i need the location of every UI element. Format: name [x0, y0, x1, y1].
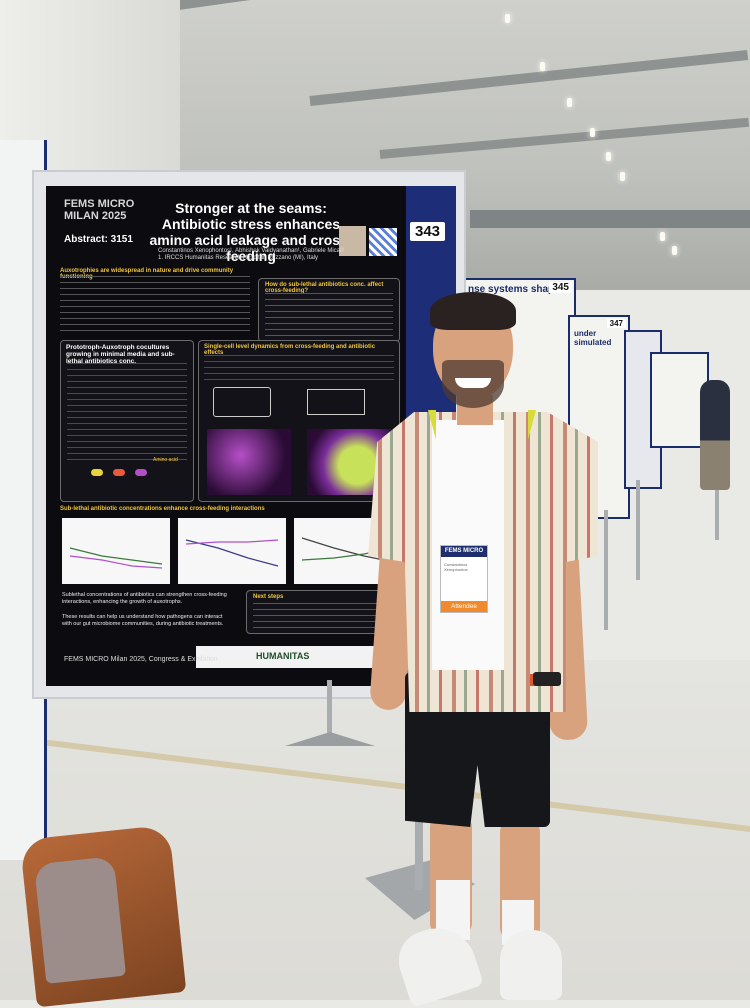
section-text — [67, 363, 187, 463]
far-poster-title: under simulated — [574, 329, 612, 347]
section-text — [60, 276, 250, 336]
growth-plot — [178, 518, 286, 584]
badge-header: FEMS MICRO — [441, 546, 487, 557]
poster-number: 343 — [410, 222, 446, 241]
poster-title: Stronger at the seams: Antibiotic stress… — [126, 200, 376, 264]
bacteria-icon — [91, 469, 103, 476]
microfluidic-diagram — [213, 387, 271, 417]
ceiling-light — [505, 14, 510, 23]
attendee-badge: FEMS MICRO Constantinos Xenophontos Atte… — [440, 545, 488, 613]
smartwatch — [533, 672, 561, 686]
poster-stand-pole — [327, 680, 332, 740]
ceiling-beam — [379, 117, 749, 159]
ceiling-light — [620, 172, 625, 181]
poster-authors: Constantinos Xenophontos¹, Abhishek Vaid… — [158, 248, 358, 262]
ceiling-beam — [470, 210, 750, 228]
ceiling-light — [606, 152, 611, 161]
microscopy-image — [207, 429, 291, 495]
bacteria-icon — [135, 469, 147, 476]
title-line: Stronger at the seams: — [175, 200, 327, 216]
sneaker — [500, 930, 562, 1000]
growth-plot-lines — [185, 539, 279, 567]
backpack-panel — [33, 856, 127, 984]
scientific-poster: FEMS MICRO MILAN 2025 Abstract: 3151 Str… — [46, 186, 406, 686]
hair — [430, 292, 516, 330]
abstract-number: Abstract: 3151 — [64, 234, 133, 245]
section-text — [204, 355, 394, 383]
ceiling-light — [567, 98, 572, 107]
title-line: amino acid leakage and cross-feeding — [149, 232, 353, 264]
far-poster-number: 347 — [606, 319, 626, 328]
section-heading: Prototroph-Auxotroph cocultures growing … — [66, 344, 175, 365]
badge-role: Attendee — [441, 601, 487, 612]
author-photo — [339, 226, 366, 256]
ceiling-beam — [309, 50, 749, 106]
section-heading: Next steps — [253, 594, 284, 600]
poster-footer: FEMS MICRO Milan 2025, Congress & Exhibi… — [64, 656, 218, 663]
bacteria-icon — [113, 469, 125, 476]
ceiling-beam — [149, 0, 746, 14]
conclusion-text: These results can help us understand how… — [62, 614, 224, 627]
single-cell-box: Single-cell level dynamics from cross-fe… — [198, 340, 400, 502]
affiliation: 1. IRCCS Humanitas Research Hospital, Ro… — [158, 255, 319, 261]
title-line: Antibiotic stress enhances — [161, 216, 341, 232]
ceiling-light — [540, 62, 545, 71]
far-poster: under simulated 347 — [568, 315, 630, 519]
poster-stand-pole — [636, 480, 640, 580]
section-heading: Single-cell level dynamics from cross-fe… — [204, 344, 376, 356]
coculture-box: Prototroph-Auxotroph cocultures growing … — [60, 340, 194, 502]
background-person — [700, 380, 730, 490]
growth-plot — [62, 518, 170, 584]
microfluidic-diagram — [307, 389, 365, 415]
qr-code — [369, 228, 397, 256]
far-poster-number: 345 — [549, 282, 572, 293]
question-box: How do sub-lethal antibiotics conc. affe… — [258, 278, 400, 342]
conclusion-text: Sublethal concentrations of antibiotics … — [62, 592, 227, 605]
amino-acid-label: Amino acid — [153, 457, 178, 463]
sponsor-logos: HUMANITAS — [196, 646, 396, 668]
logo-line: FEMS MICRO — [64, 198, 135, 210]
poster-stand-pole — [604, 510, 608, 630]
badge-name: Constantinos Xenophontos — [444, 562, 468, 572]
logo-line: MILAN 2025 — [64, 210, 127, 222]
section-heading: How do sub-lethal antibiotics conc. affe… — [265, 282, 384, 294]
smile — [455, 378, 491, 388]
conference-logo: FEMS MICRO MILAN 2025 — [64, 198, 134, 222]
growth-plot-lines — [69, 547, 163, 569]
section-heading: Sub-lethal antibiotic concentrations enh… — [60, 506, 265, 512]
ceiling-light — [590, 128, 595, 137]
section-text — [265, 293, 393, 337]
sponsor-logo: HUMANITAS — [256, 651, 310, 661]
author-list: Constantinos Xenophontos¹, Abhishek Vaid… — [158, 248, 345, 254]
ceiling-light — [672, 246, 677, 255]
section-text — [253, 603, 393, 631]
ceiling-light — [660, 232, 665, 241]
